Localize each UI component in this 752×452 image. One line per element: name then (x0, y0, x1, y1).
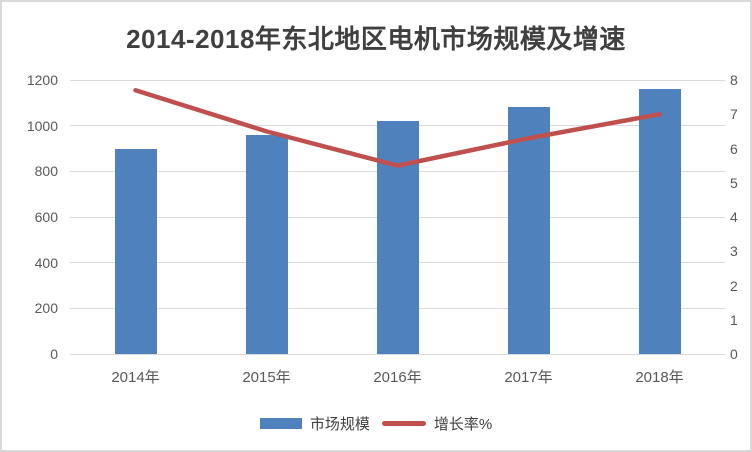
y-left-tick-label: 800 (34, 163, 58, 180)
x-tick-label-2016年: 2016年 (373, 369, 422, 386)
x-tick-label-2014年: 2014年 (111, 369, 160, 386)
x-tick-label-2015年: 2015年 (242, 369, 291, 386)
y-right-tick-label: 3 (730, 243, 738, 260)
bar-2018年 (638, 89, 681, 354)
y-right-tick-label: 1 (730, 311, 738, 328)
y-right-tick-label: 7 (730, 106, 738, 123)
gridline (70, 353, 725, 355)
y-right-tick-label: 8 (730, 72, 738, 88)
x-axis-labels: 2014年 2015年 2016年 2017年 2018年 (70, 366, 725, 388)
bar-2017年 (507, 107, 550, 354)
legend-label-growth-rate: 增长率% (433, 415, 493, 433)
growth-rate-line (133, 88, 662, 168)
bar-2015年 (245, 134, 288, 354)
y-left-tick-label: 400 (34, 254, 58, 271)
y-left-tick-label: 0 (50, 346, 58, 362)
y-left-tick-label: 1000 (26, 117, 58, 134)
growth-rate-line-layer (133, 88, 662, 168)
y-axis-right: 0 1 2 3 4 5 6 7 8 (730, 72, 752, 362)
legend: 市场规模 增长率% (2, 410, 750, 436)
y-right-tick-label: 0 (730, 346, 738, 362)
chart-title: 2014-2018年东北地区电机市场规模及增速 (126, 24, 626, 54)
x-tick-label-2017年: 2017年 (504, 369, 553, 386)
y-left-tick-label: 600 (34, 209, 58, 225)
bar-2014年 (114, 148, 157, 354)
legend-line-swatch (381, 420, 426, 426)
legend-bar-swatch (259, 417, 302, 429)
y-axis-left: 0 200 400 600 800 1000 1200 (2, 72, 58, 362)
gridline (70, 79, 725, 81)
legend-label-market-size: 市场规模 (309, 415, 370, 433)
y-right-tick-label: 5 (730, 174, 738, 191)
y-left-tick-label: 1200 (26, 72, 58, 88)
y-right-tick-label: 2 (730, 277, 738, 294)
y-left-tick-label: 200 (34, 300, 58, 317)
y-right-tick-label: 6 (730, 140, 738, 157)
plot-area (70, 79, 725, 355)
y-right-tick-label: 4 (730, 209, 738, 225)
x-tick-label-2018年: 2018年 (635, 369, 684, 386)
